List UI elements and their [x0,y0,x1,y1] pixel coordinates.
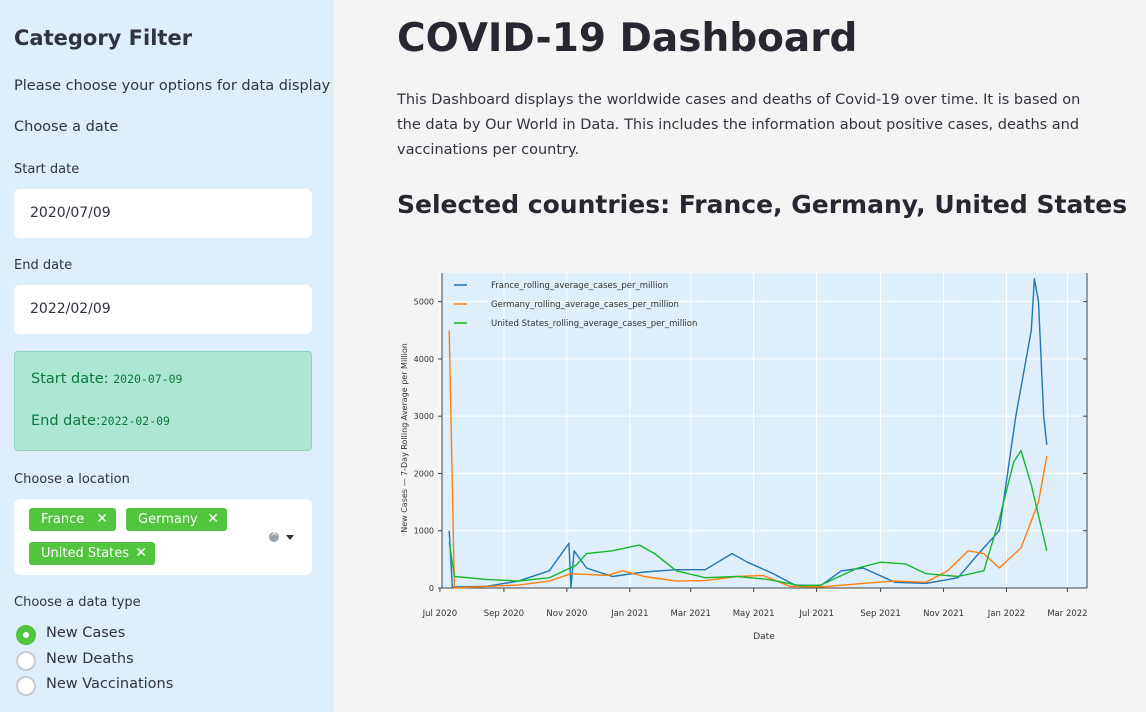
y-axis-title: New Cases — 7-Day Rolling Average per Mi… [400,343,409,533]
plot-background [442,273,1087,588]
x-tick-label: Nov 2021 [923,609,964,619]
x-tick-label: Jul 2021 [798,609,834,619]
selected-countries-heading: Selected countries: France, Germany, Uni… [397,190,1128,219]
start-date-input[interactable]: 2020/07/09 [14,189,312,238]
chevron-down-icon[interactable] [286,535,294,540]
radio-new-vaccinations[interactable] [16,676,36,696]
chart-svg[interactable]: 0 1000 2000 3000 4000 5000 Jul 2020 Sep 2020 No… [390,258,1120,650]
y-tick-label: 3000 [414,412,434,421]
sidebar-title: Category Filter [14,26,193,50]
clear-all-icon[interactable] [269,528,279,542]
date-summary-box: Start date: 2020-07-09 End date:2022-02-… [14,351,312,451]
x-axis-title: Date [753,632,775,642]
remove-icon[interactable]: ✕ [96,511,108,527]
end-date-input[interactable]: 2022/02/09 [14,285,312,334]
tag-france: France ✕ [29,508,116,531]
legend-label: France_rolling_average_cases_per_million [491,281,668,291]
sidebar-intro: Please choose your options for data disp… [14,78,331,94]
y-tick-label: 0 [429,584,434,593]
radio-label-new-cases[interactable]: New Cases [46,625,126,641]
legend: France_rolling_average_cases_per_million… [454,281,697,329]
location-multiselect[interactable]: France ✕ Germany ✕ United States ✕ [14,499,312,575]
gridlines [439,273,1087,589]
start-date-label: Start date [14,162,80,177]
location-label: Choose a location [14,472,130,487]
legend-label: Germany_rolling_average_cases_per_millio… [491,300,679,310]
radio-label-new-deaths[interactable]: New Deaths [46,651,134,667]
x-tick-label: Jan 2021 [610,609,648,619]
tag-label: France [41,512,85,527]
y-tick-label: 5000 [414,298,434,307]
choose-date-label: Choose a date [14,119,119,135]
series-line-1 [448,278,1048,589]
remove-icon[interactable]: ✕ [207,511,219,527]
x-tick-label: May 2021 [733,609,775,619]
x-axis: Jul 2020 Sep 2020 Nov 2020 Jan 2021 Mar 2021… [422,587,1088,619]
summary-end-code: 2022-02-09 [100,414,170,428]
y-tick-label: 4000 [414,355,434,364]
y-axis: 0 1000 2000 3000 4000 5000 [414,273,1088,593]
x-tick-label: Nov 2020 [546,609,587,619]
x-tick-label: Sep 2020 [484,609,524,619]
tag-united-states: United States ✕ [29,542,155,565]
series-line-2 [448,330,1048,589]
summary-end: End date:2022-02-09 [31,413,170,429]
x-tick-label: Mar 2022 [1047,609,1087,619]
series-line-3 [448,449,1048,587]
x-tick-label: Jan 2022 [987,609,1025,619]
x-tick-label: Sep 2021 [860,609,900,619]
radio-new-cases[interactable] [16,625,36,645]
y-tick-label: 2000 [414,469,434,478]
series-lines [448,278,1048,589]
radio-new-deaths[interactable] [16,651,36,671]
remove-icon[interactable]: ✕ [135,545,147,561]
summary-start-prefix: Start date: [31,371,109,387]
cases-chart[interactable]: 0 1000 2000 3000 4000 5000 Jul 2020 Sep 2020 No… [390,258,1120,650]
y-tick-label: 1000 [414,527,434,536]
tag-label: Germany [138,512,198,527]
page-description: This Dashboard displays the worldwide ca… [397,92,1081,158]
end-date-label: End date [14,258,73,273]
page-title: COVID-19 Dashboard [397,16,858,61]
x-tick-label: Mar 2021 [671,609,711,619]
radio-label-new-vaccinations[interactable]: New Vaccinations [46,676,174,692]
x-tick-label: Jul 2020 [422,609,458,619]
tag-label: United States [41,546,130,561]
datatype-label: Choose a data type [14,595,141,610]
summary-start-code: 2020-07-09 [113,372,183,386]
legend-label: United States_rolling_average_cases_per_… [491,319,697,329]
summary-end-prefix: End date: [31,413,101,429]
sidebar: Category Filter Please choose your optio… [0,0,334,712]
tag-germany: Germany ✕ [126,508,227,531]
summary-start: Start date: 2020-07-09 [31,371,182,387]
